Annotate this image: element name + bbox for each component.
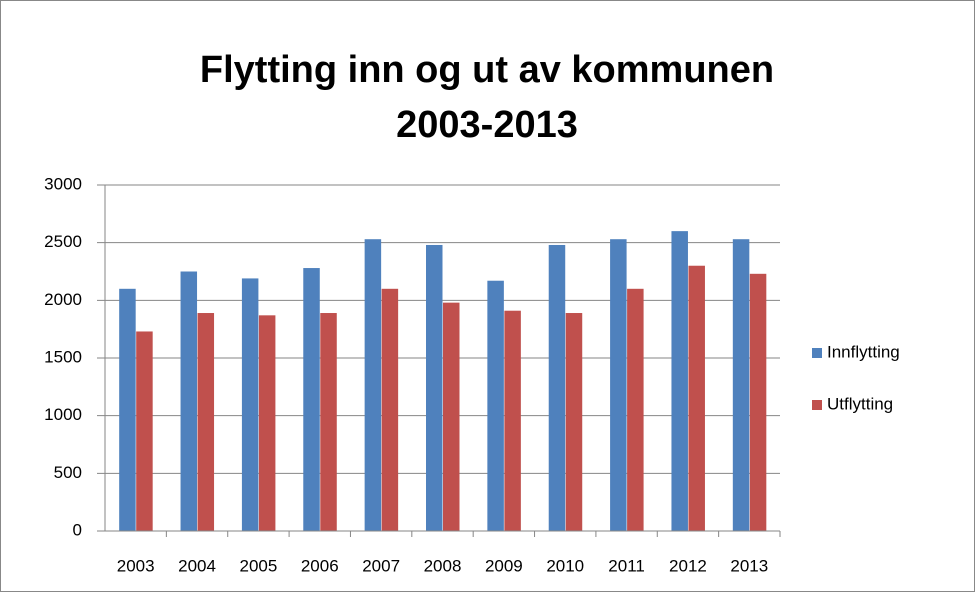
bar [627, 288, 644, 531]
x-tick-label: 2004 [178, 556, 216, 575]
bar [443, 302, 460, 531]
chart-title: 2003-2013 [396, 104, 578, 146]
x-tick-label: 2006 [301, 556, 339, 575]
x-tick-label: 2007 [362, 556, 400, 575]
bar [241, 278, 259, 531]
bar [136, 331, 153, 531]
legend-label: Innflytting [827, 342, 900, 361]
x-tick-label: 2003 [117, 556, 155, 575]
y-tick-label: 3000 [44, 174, 82, 193]
legend-swatch [812, 400, 822, 410]
bar [688, 265, 705, 531]
bar [119, 288, 136, 531]
x-tick-label: 2008 [424, 556, 462, 575]
bar [180, 271, 198, 531]
bar [504, 310, 521, 531]
x-tick-label: 2005 [239, 556, 277, 575]
y-tick-label: 0 [73, 520, 82, 539]
bar [732, 239, 750, 531]
bar [565, 313, 583, 531]
chart-title: Flytting inn og ut av kommunen [200, 49, 774, 91]
y-tick-label: 2000 [44, 290, 82, 309]
bar [487, 280, 504, 531]
bar [197, 313, 215, 531]
bar [671, 231, 688, 531]
bar [426, 244, 443, 531]
bar [749, 273, 767, 531]
x-tick-label: 2009 [485, 556, 523, 575]
bar [303, 268, 320, 531]
x-tick-label: 2012 [669, 556, 707, 575]
bar [381, 288, 399, 531]
bar [610, 239, 627, 531]
bar [258, 315, 276, 531]
x-tick-label: 2010 [546, 556, 584, 575]
y-tick-label: 500 [54, 463, 82, 482]
bar [320, 313, 337, 531]
x-tick-label: 2013 [730, 556, 768, 575]
y-tick-label: 2500 [44, 232, 82, 251]
bar [364, 239, 382, 531]
legend-swatch [812, 348, 822, 358]
y-tick-label: 1000 [44, 405, 82, 424]
legend-label: Utflytting [827, 394, 893, 413]
x-tick-label: 2011 [608, 556, 645, 575]
bar [548, 244, 566, 531]
y-tick-label: 1500 [44, 347, 82, 366]
